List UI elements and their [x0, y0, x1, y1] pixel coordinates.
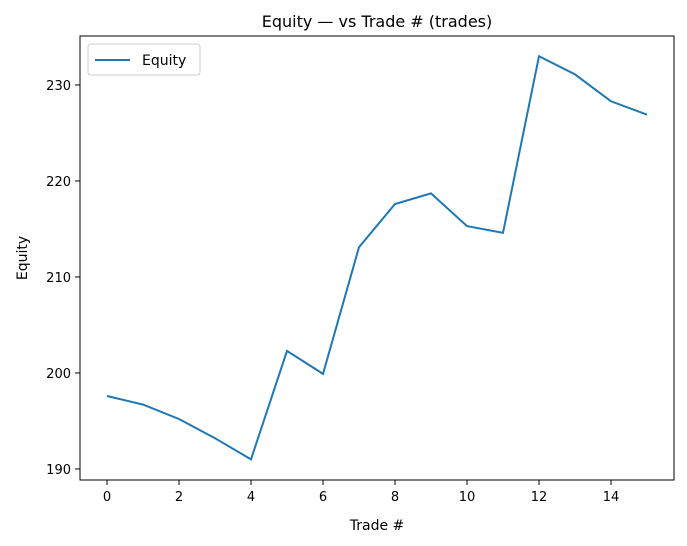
- y-tick-label: 220: [46, 175, 71, 190]
- x-tick-label: 12: [531, 490, 548, 505]
- y-tick-label: 200: [46, 367, 71, 382]
- x-tick-label: 6: [319, 490, 327, 505]
- y-tick-label: 210: [46, 271, 71, 286]
- x-tick-label: 14: [603, 490, 620, 505]
- chart-title: Equity — vs Trade # (trades): [262, 12, 493, 31]
- x-tick-label: 8: [391, 490, 399, 505]
- x-tick-label: 10: [459, 490, 476, 505]
- legend-label-equity: Equity: [142, 53, 186, 69]
- x-tick-label: 4: [247, 490, 255, 505]
- x-axis-label: Trade #: [349, 518, 405, 534]
- y-axis-label: Equity: [15, 236, 31, 280]
- x-tick-label: 2: [175, 490, 183, 505]
- series-line-equity: [106, 54, 648, 461]
- plot-frame: [79, 35, 675, 481]
- legend: Equity: [87, 43, 201, 76]
- y-tick-label: 190: [46, 463, 71, 478]
- x-tick-label: 0: [103, 490, 111, 505]
- y-tick-label: 230: [46, 79, 71, 94]
